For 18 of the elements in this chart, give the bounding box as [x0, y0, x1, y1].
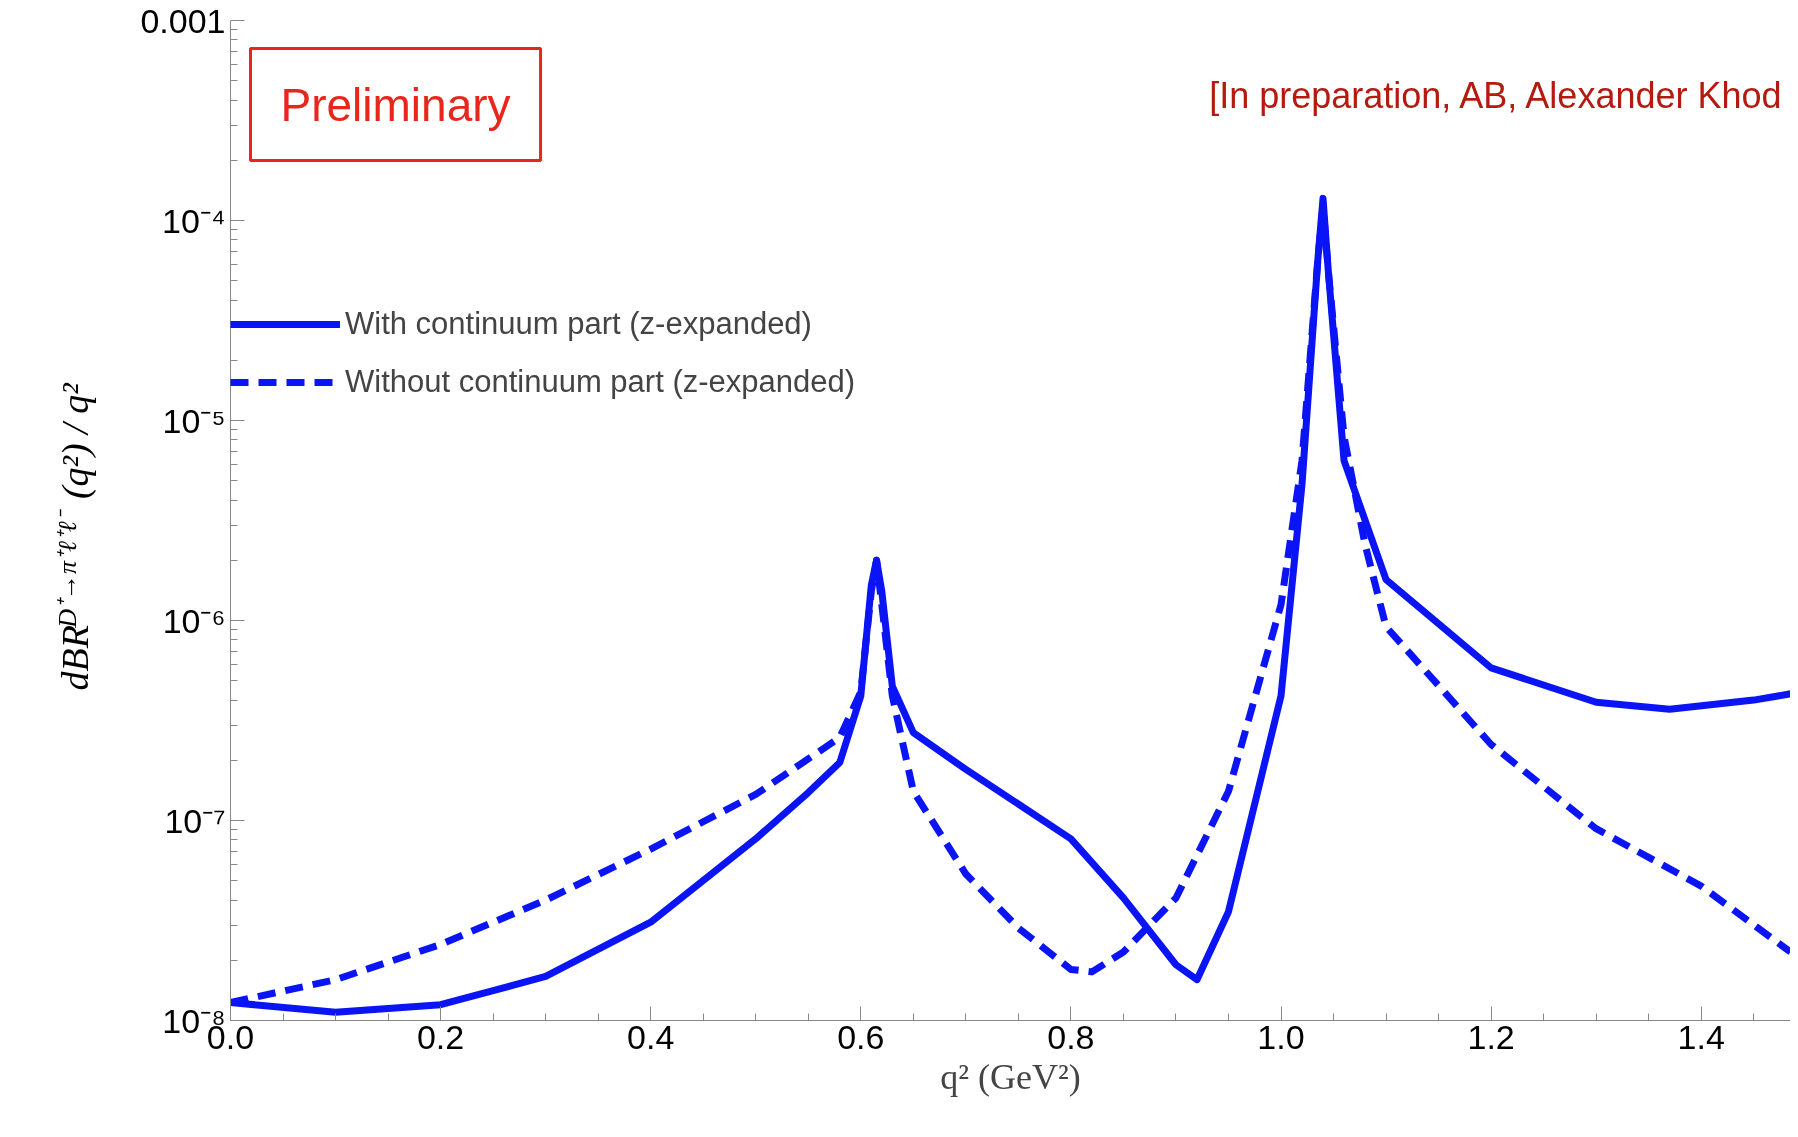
y-tick-label: 10⁻⁶ [162, 601, 226, 640]
x-tick-label: 1.0 [1257, 1017, 1305, 1056]
y-axis-title: dBRD⁺→π⁺ℓ⁺ℓ⁻(q²) / q² [52, 382, 97, 691]
annotation: Preliminary [280, 78, 511, 131]
x-axis-title: q² (GeV²) [940, 1056, 1081, 1097]
x-tick-label: 1.2 [1467, 1017, 1515, 1056]
legend-label: Without continuum part (z-expanded) [345, 364, 856, 400]
y-tick-label: 10⁻⁷ [164, 801, 226, 840]
y-tick-label: 0.001 [140, 1, 226, 40]
x-tick-label: 0.2 [416, 1017, 465, 1056]
x-tick-label: 0.8 [1047, 1017, 1095, 1056]
annotation: [In preparation, AB, Alexander Khod [1209, 74, 1782, 116]
x-tick-label: 0.6 [837, 1017, 885, 1056]
x-tick-label: 1.4 [1677, 1017, 1725, 1056]
y-tick-label: 10⁻⁴ [162, 201, 226, 240]
x-tick-label: 0.4 [627, 1017, 675, 1056]
legend-label: With continuum part (z-expanded) [345, 306, 812, 342]
y-tick-label: 10⁻⁵ [162, 401, 226, 440]
